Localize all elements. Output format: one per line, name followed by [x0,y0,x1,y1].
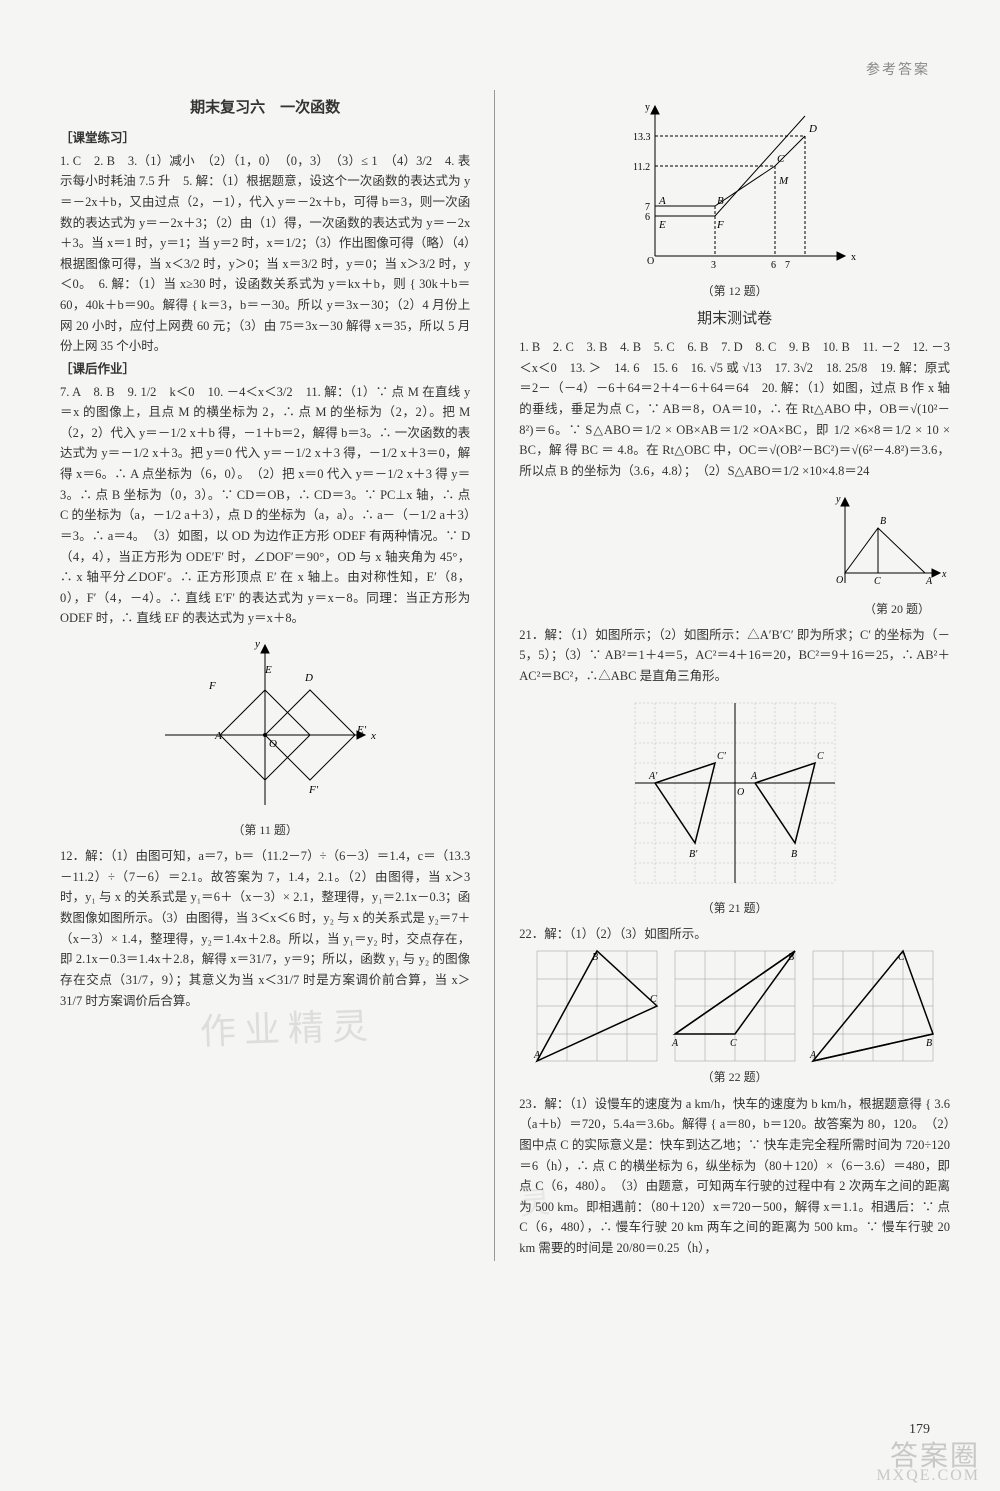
svg-text:O: O [647,256,654,267]
fig12-caption: （第 12 题） [519,282,950,301]
fig20-caption: （第 20 题） [519,600,950,619]
figure-20: O C A B x y [830,488,950,598]
q22-intro: 22．解：（1）（2）（3）如图所示。 [519,924,950,945]
header-right: 参考答案 [866,60,930,82]
svg-text:y: y [645,102,650,113]
svg-text:O: O [269,738,277,750]
fig22-caption: （第 22 题） [519,1068,950,1087]
figure-12: 13.3 11.2 7 6 3 6 7 O x y AB CD EF M [605,96,865,276]
svg-text:x: x [941,569,947,580]
svg-text:M: M [778,175,789,187]
kehang-body: 1. C 2. B 3.（1）减小 （2）（1，0） （0，3） （3）≤ 1 … [60,151,470,357]
svg-text:B′: B′ [689,849,698,860]
svg-text:O: O [737,787,744,798]
svg-text:3: 3 [711,260,716,271]
svg-text:E: E [658,219,666,231]
svg-text:7: 7 [785,260,790,271]
svg-text:A: A [809,1050,817,1061]
svg-text:x: x [370,730,376,742]
svg-text:6: 6 [645,212,650,223]
q23-body: 23．解：（1）设慢车的速度为 a km/h，快车的速度为 b km/h，根据题… [519,1094,950,1259]
svg-text:C: C [650,994,657,1005]
svg-text:F′: F′ [308,784,319,796]
exam-title: 期末测试卷 [519,307,950,331]
kehang-label: ［课堂练习］ [60,128,470,149]
kehou-body: 7. A 8. B 9. 1/2 k＜0 10. －4＜x＜3/2 11. 解：… [60,382,470,630]
svg-text:A: A [671,1038,679,1049]
right-column: 13.3 11.2 7 6 3 6 7 O x y AB CD EF M （第 … [519,90,950,1261]
svg-text:D: D [808,123,817,135]
svg-text:A: A [750,771,758,782]
figure-22b: A B C [670,946,800,1066]
svg-text:C: C [898,952,905,963]
svg-text:C: C [730,1038,737,1049]
svg-text:B: B [717,195,724,207]
svg-text:C: C [777,153,785,165]
svg-text:A: A [658,195,666,207]
left-column: 期末复习六 一次函数 ［课堂练习］ 1. C 2. B 3.（1）减小 （2）（… [60,90,470,1261]
svg-text:C: C [817,751,824,762]
bottom-url: MXQE.COM [876,1463,980,1489]
svg-text:A: A [533,1050,541,1061]
figure-22a: A B C [532,946,662,1066]
svg-text:D: D [304,672,313,684]
svg-text:A: A [214,730,222,742]
kehou-label: ［课后作业］ [60,359,470,380]
svg-text:B: B [788,952,794,963]
svg-text:F: F [716,219,724,231]
svg-text:6: 6 [771,260,776,271]
svg-text:13.3: 13.3 [633,132,651,143]
svg-text:E′: E′ [356,724,367,736]
svg-text:B: B [926,1038,932,1049]
svg-text:11.2: 11.2 [633,162,650,173]
exam-row1: 1. B 2. C 3. B 4. B 5. C 6. B 7. D 8. C … [519,337,950,481]
svg-text:B: B [880,516,886,527]
svg-text:E: E [264,664,272,676]
fig11-caption: （第 11 题） [60,821,470,840]
svg-text:y: y [254,638,260,650]
svg-text:A′: A′ [648,771,658,782]
q21-body: 21．解：（1）如图所示；（2）如图所示：△A′B′C′ 即为所求；C′ 的坐标… [519,625,950,687]
svg-text:B: B [592,952,598,963]
svg-text:y: y [835,494,841,505]
review-title: 期末复习六 一次函数 [60,96,470,120]
svg-text:x: x [851,252,856,263]
svg-text:C: C [874,576,881,587]
svg-text:O: O [836,575,843,586]
figure-22c: A B C [808,946,938,1066]
figure-21: A′ B′ C′ A B C O [625,693,845,893]
q12-body: 12．解：（1）由图可知，a＝7，b＝（11.2－7）÷（6－3）＝1.4，c＝… [60,846,470,1011]
svg-text:F: F [208,680,216,692]
svg-text:A: A [925,576,933,587]
fig21-caption: （第 21 题） [519,899,950,918]
svg-text:B: B [791,849,797,860]
figure-11: O x y A D E F E′ F′ [145,635,385,815]
svg-text:C′: C′ [717,751,727,762]
